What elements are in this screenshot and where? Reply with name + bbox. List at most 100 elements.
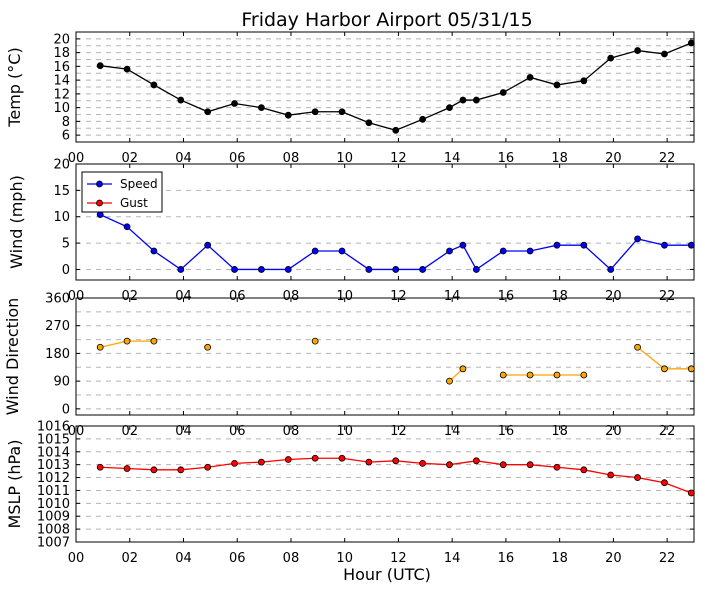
series-line — [100, 42, 692, 131]
series-point — [446, 377, 453, 385]
x-tick-label: 14 — [444, 151, 461, 166]
series-point — [472, 457, 480, 465]
x-tick-label: 02 — [121, 151, 138, 166]
series-point — [338, 108, 346, 116]
x-tick-label: 10 — [336, 289, 353, 304]
y-tick-label: 180 — [45, 347, 70, 362]
series-point — [499, 371, 507, 379]
series-point — [419, 115, 427, 123]
speed-point — [687, 241, 695, 249]
series-point — [526, 461, 534, 469]
speed-point — [580, 241, 588, 249]
y-tick-label: 1014 — [37, 445, 70, 460]
series-point — [284, 111, 292, 119]
speed-point — [338, 247, 346, 255]
series-point — [311, 337, 319, 345]
plot-frame — [75, 31, 695, 143]
speed-point — [459, 241, 467, 249]
series-point — [687, 365, 695, 373]
series-point — [661, 479, 668, 487]
series-point — [96, 463, 104, 471]
x-tick-label: 12 — [390, 151, 407, 166]
series-point — [231, 100, 238, 107]
y-tick-label: 1009 — [37, 510, 70, 525]
series-point — [472, 96, 480, 104]
x-tick-label: 06 — [229, 289, 246, 304]
panel-2: 0 5 10 15 20 00 02 04 06 08 10 12 14 16 18 20 22 Wind (mp… — [7, 158, 695, 304]
plot-frame — [75, 163, 695, 281]
x-tick-label: 00 — [68, 151, 85, 166]
x-tick-label: 12 — [390, 424, 407, 439]
y-tick-label: 5 — [62, 237, 70, 252]
series-point — [634, 474, 641, 481]
series-point — [177, 96, 185, 104]
series-point — [526, 371, 534, 379]
plot-frame — [75, 425, 695, 543]
speed-point — [365, 266, 373, 273]
series-point — [392, 457, 400, 465]
y-tick-label: 1015 — [37, 432, 70, 447]
x-tick-label: 12 — [390, 551, 407, 566]
speed-point — [499, 247, 507, 255]
y-axis-label: MSLP (hPa) — [5, 440, 24, 529]
speed-point — [392, 266, 400, 273]
legend-entry: Gust — [120, 196, 148, 210]
speed-point — [150, 247, 158, 255]
y-tick-label: 18 — [53, 46, 70, 61]
y-axis-label: Wind Direction — [3, 298, 22, 416]
series-point — [580, 466, 588, 474]
series-point — [392, 126, 400, 134]
x-tick-label: 22 — [659, 424, 676, 439]
series-point — [419, 459, 427, 467]
x-tick-label: 02 — [121, 289, 138, 304]
series-point — [96, 343, 104, 351]
y-tick-label: 1007 — [37, 536, 70, 551]
x-tick-label: 08 — [283, 151, 300, 166]
x-tick-label: 22 — [659, 151, 676, 166]
series-point — [459, 96, 467, 104]
series-point — [687, 489, 695, 497]
x-tick-label: 14 — [444, 551, 461, 566]
speed-point — [607, 266, 615, 273]
series-point — [123, 337, 131, 345]
x-tick-label: 06 — [229, 151, 246, 166]
y-tick-label: 0 — [62, 263, 70, 278]
x-tick-label: 06 — [229, 551, 246, 566]
series-point — [257, 458, 265, 466]
series-point — [553, 463, 561, 471]
series-point — [446, 461, 453, 469]
legend-box — [81, 171, 163, 213]
series-point — [204, 343, 212, 351]
speed-point — [231, 266, 238, 273]
series-point — [96, 62, 104, 70]
speed-point — [634, 235, 641, 243]
series-point — [338, 454, 346, 462]
x-axis-label: Hour (UTC) — [343, 565, 431, 584]
series-point — [634, 343, 641, 351]
y-tick-label: 10 — [53, 101, 70, 116]
y-tick-label: 360 — [45, 292, 70, 307]
x-tick-label: 04 — [175, 551, 192, 566]
panel-4: 1007100810091010101110121013101410151016… — [5, 420, 695, 566]
legend: Speed Gust — [81, 171, 163, 213]
speed-point — [311, 247, 319, 255]
y-tick-label: 8 — [62, 115, 70, 130]
series-point — [553, 371, 561, 379]
series-point — [123, 65, 131, 73]
series-point — [257, 104, 265, 112]
x-tick-label: 08 — [283, 289, 300, 304]
x-tick-label: 16 — [498, 289, 515, 304]
y-tick-label: 10 — [53, 210, 70, 225]
y-tick-label: 6 — [62, 129, 70, 144]
legend-entry: Speed — [120, 177, 158, 191]
y-tick-label: 16 — [53, 60, 70, 75]
x-tick-label: 16 — [498, 151, 515, 166]
y-tick-label: 1011 — [37, 484, 70, 499]
y-tick-label: 20 — [53, 32, 70, 47]
x-tick-label: 00 — [68, 551, 85, 566]
x-tick-label: 10 — [336, 424, 353, 439]
y-tick-label: 14 — [53, 74, 70, 89]
y-tick-label: 1016 — [37, 420, 70, 435]
